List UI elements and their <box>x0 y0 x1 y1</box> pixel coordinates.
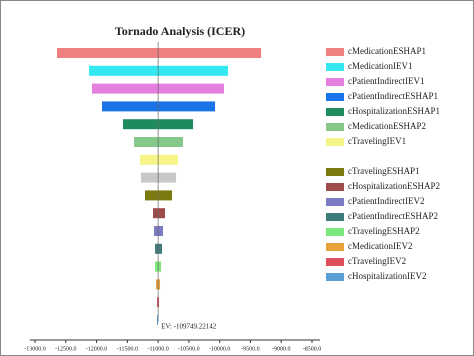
x-tick-label: -13000.0 <box>24 346 46 352</box>
legend-label: cPatientIndirectIEV1 <box>348 76 424 86</box>
bar <box>88 65 229 76</box>
bar <box>155 243 162 254</box>
x-tick-label: -11500.0 <box>117 346 138 352</box>
legend-label: cPatientIndirectESHAP2 <box>348 211 438 221</box>
legend-label: cHospitalizationIEV2 <box>348 271 426 281</box>
legend-swatch <box>326 78 344 86</box>
legend-swatch <box>326 138 344 146</box>
x-tick-label: -10500.0 <box>178 346 200 352</box>
legend-label: cHospitalizationESHAP1 <box>348 106 440 116</box>
x-tick-label: -8500.0 <box>303 346 322 352</box>
legend-swatch <box>326 258 344 266</box>
legend-label: cTravelingIEV2 <box>348 256 406 266</box>
legend-swatch <box>326 243 344 251</box>
legend-swatch <box>326 228 344 236</box>
x-tick-label: -12000.0 <box>86 346 108 352</box>
legend-swatch <box>326 213 344 221</box>
bar <box>144 190 173 201</box>
legend-label: cMedicationIEV1 <box>348 61 412 71</box>
bar <box>140 172 177 183</box>
legend-label: cTravelingESHAP2 <box>348 226 420 236</box>
bar <box>153 208 166 219</box>
legend-swatch <box>326 123 344 131</box>
legend-swatch <box>326 183 344 191</box>
bar <box>157 315 159 325</box>
bar <box>102 101 216 112</box>
chart-title: Tornado Analysis (ICER) <box>115 24 245 38</box>
legend-label: cMedicationESHAP1 <box>348 46 426 56</box>
legend-swatch <box>326 273 344 281</box>
legend-label: cPatientIndirectESHAP1 <box>348 91 438 101</box>
legend-label: cMedicationESHAP2 <box>348 121 426 131</box>
x-tick-label: -10000.0 <box>209 346 231 352</box>
legend-label: cPatientIndirectIEV2 <box>348 196 424 206</box>
bar <box>154 226 164 236</box>
x-tick-label: -9500.0 <box>241 346 260 352</box>
legend-label: cTravelingESHAP1 <box>348 166 420 176</box>
legend-swatch <box>326 63 344 71</box>
legend-label: cHospitalizationESHAP2 <box>348 181 440 191</box>
legend-swatch <box>326 168 344 176</box>
bar <box>140 154 179 165</box>
legend-label: cTravelingIEV1 <box>348 136 406 146</box>
bar <box>134 137 184 147</box>
x-tick-label: -11000.0 <box>147 346 168 352</box>
legend-label: cMedicationIEV2 <box>348 241 412 251</box>
bar <box>56 48 262 58</box>
legend-swatch <box>326 198 344 206</box>
legend-swatch <box>326 93 344 101</box>
legend-swatch <box>326 48 344 56</box>
x-tick-label: -9000.0 <box>272 346 291 352</box>
legend-swatch <box>326 108 344 116</box>
ev-label: EV: -109749.22142 <box>161 323 217 331</box>
x-tick-label: -12500.0 <box>55 346 77 352</box>
